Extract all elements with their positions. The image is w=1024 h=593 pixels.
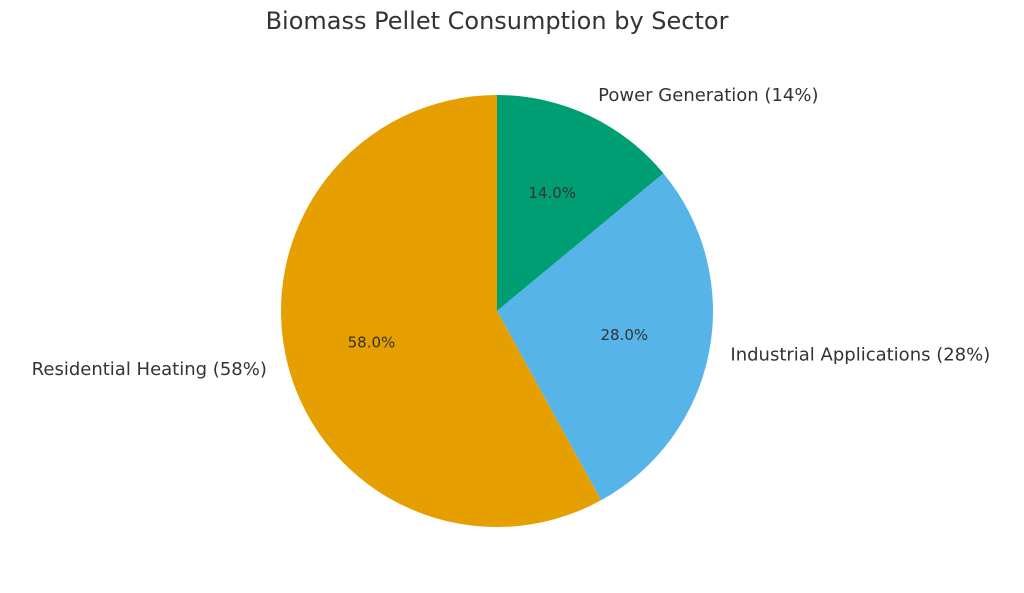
value-label: 58.0% [348, 334, 396, 352]
slice-label: Power Generation (14%) [598, 85, 818, 106]
pie-slice [497, 173, 713, 501]
value-label: 14.0% [528, 184, 576, 202]
chart-title: Biomass Pellet Consumption by Sector [266, 7, 729, 35]
value-label: 28.0% [600, 326, 648, 344]
pie-slice [497, 95, 664, 311]
pie-slice [281, 95, 602, 527]
slice-label: Residential Heating (58%) [32, 359, 267, 380]
slice-label: Industrial Applications (28%) [730, 345, 990, 366]
